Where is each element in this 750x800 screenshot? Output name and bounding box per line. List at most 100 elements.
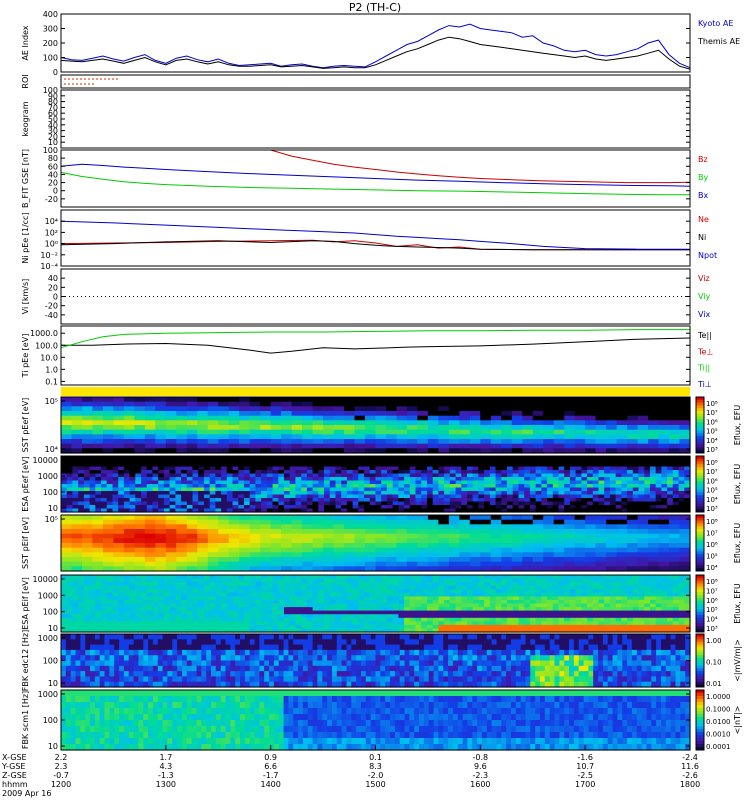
spectrogram-cell [346, 621, 354, 626]
spectrogram-cell [318, 505, 325, 510]
spectrogram-cell [369, 459, 377, 464]
spectrogram-cell [346, 494, 354, 499]
spectrogram-cell [344, 420, 356, 426]
spectrogram-cell [415, 628, 422, 633]
spectrogram-cell [238, 617, 245, 622]
spectrogram-cell [564, 505, 571, 510]
spectrogram-cell [409, 473, 417, 478]
spectrogram-cell [146, 589, 154, 594]
spectrogram-cell [621, 614, 628, 619]
spectrogram-cell [386, 459, 394, 464]
spectrogram-cell [667, 585, 674, 590]
spectrogram-cell [198, 617, 205, 622]
spectrogram-cell [638, 477, 645, 482]
spectrogram-cell [375, 470, 382, 475]
spectrogram-cell [106, 592, 113, 597]
spectrogram-cell [232, 491, 239, 496]
spectrogram-cell [238, 592, 245, 597]
spectrogram-cell [352, 603, 359, 608]
spectrogram-cell [518, 508, 525, 513]
spectrogram-cell [352, 491, 359, 496]
spectrogram-cell [278, 491, 285, 496]
spectrogram-cell [61, 614, 68, 619]
spectrogram-cell [512, 456, 519, 461]
spectrogram-cell [118, 575, 125, 580]
spectrogram-cell [335, 610, 342, 615]
spectrogram-cell [432, 480, 439, 485]
spectrogram-cell [228, 434, 240, 440]
spectrogram-cell [627, 487, 634, 492]
spectrogram-cell [365, 519, 377, 525]
spectrogram-cell [71, 420, 83, 426]
spectrogram-cell [302, 557, 314, 563]
spectrogram-cell [218, 429, 230, 435]
spectrogram-cell [461, 596, 468, 601]
spectrogram-cell [261, 603, 268, 608]
spectrogram-cell [507, 596, 514, 601]
spectrogram-cell [396, 533, 408, 539]
spectrogram-cell [272, 621, 279, 626]
spectrogram-cell [255, 480, 262, 485]
spectrogram-cell [281, 439, 293, 445]
spectrogram-cell [598, 610, 605, 615]
spectrogram-cell [529, 592, 537, 597]
spectrogram-cell [291, 561, 303, 567]
spectrogram-cell [152, 617, 159, 622]
spectrogram-cell [386, 501, 394, 506]
spectrogram-cell [302, 401, 314, 407]
spectrogram-cell [672, 501, 680, 506]
spectrogram-cell [163, 610, 171, 615]
spectrogram-cell [427, 477, 434, 482]
spectrogram-cell [82, 552, 94, 558]
spectrogram-cell [648, 538, 660, 544]
spectrogram-cell [364, 575, 371, 580]
spectrogram-cell [650, 610, 657, 615]
spectrogram-cell [169, 599, 176, 605]
spectrogram-cell [501, 566, 513, 572]
spectrogram-cell [564, 557, 576, 563]
spectrogram-cell [207, 448, 219, 454]
spectrogram-cell [255, 498, 262, 503]
spectrogram-cell [284, 501, 291, 506]
spectrogram-cell [448, 415, 460, 421]
spectrogram-cell [335, 575, 342, 580]
spectrogram-cell [221, 578, 228, 583]
spectrogram-cell [467, 617, 474, 622]
spectrogram-cell [281, 448, 293, 454]
spectrogram-cell [507, 505, 514, 510]
spectrogram-cell [541, 459, 548, 464]
spectrogram-cell [575, 628, 582, 633]
spectrogram-cell [644, 498, 651, 503]
spectrogram-cell [61, 439, 73, 445]
spectrogram-cell [375, 582, 382, 587]
spectrogram-cell [386, 401, 398, 407]
spectrogram-cell [598, 578, 605, 583]
spectrogram-cell [249, 614, 256, 619]
spectrogram-cell [455, 628, 462, 633]
spectrogram-cell [581, 614, 588, 619]
spectrogram-cell [553, 448, 565, 454]
spectrogram-cell [261, 596, 268, 601]
spectrogram-cell [667, 494, 674, 499]
spectrogram-cell [365, 533, 377, 539]
spectrogram-cell [302, 561, 314, 567]
spectrogram-cell [175, 585, 182, 590]
spectrogram-cell [375, 434, 387, 440]
spectrogram-cell [272, 624, 279, 630]
spectrogram-cell [478, 621, 485, 626]
spectrogram-cell [333, 397, 345, 403]
spectrogram-cell [449, 484, 457, 489]
spectrogram-cell [448, 543, 460, 549]
spectrogram-cell [83, 491, 91, 496]
spectrogram-cell [278, 459, 285, 464]
spectrogram-cell [169, 477, 176, 482]
spectrogram-cell [369, 621, 377, 626]
spectrogram-cell [92, 415, 104, 421]
spectrogram-cell [255, 456, 262, 461]
spectrogram-cell [278, 498, 285, 503]
spectrogram-cell [333, 566, 345, 572]
spectrogram-cell [306, 470, 314, 475]
spectrogram-cell [329, 599, 337, 605]
spectrogram-cell [144, 561, 156, 567]
spectrogram-cell [444, 603, 451, 608]
